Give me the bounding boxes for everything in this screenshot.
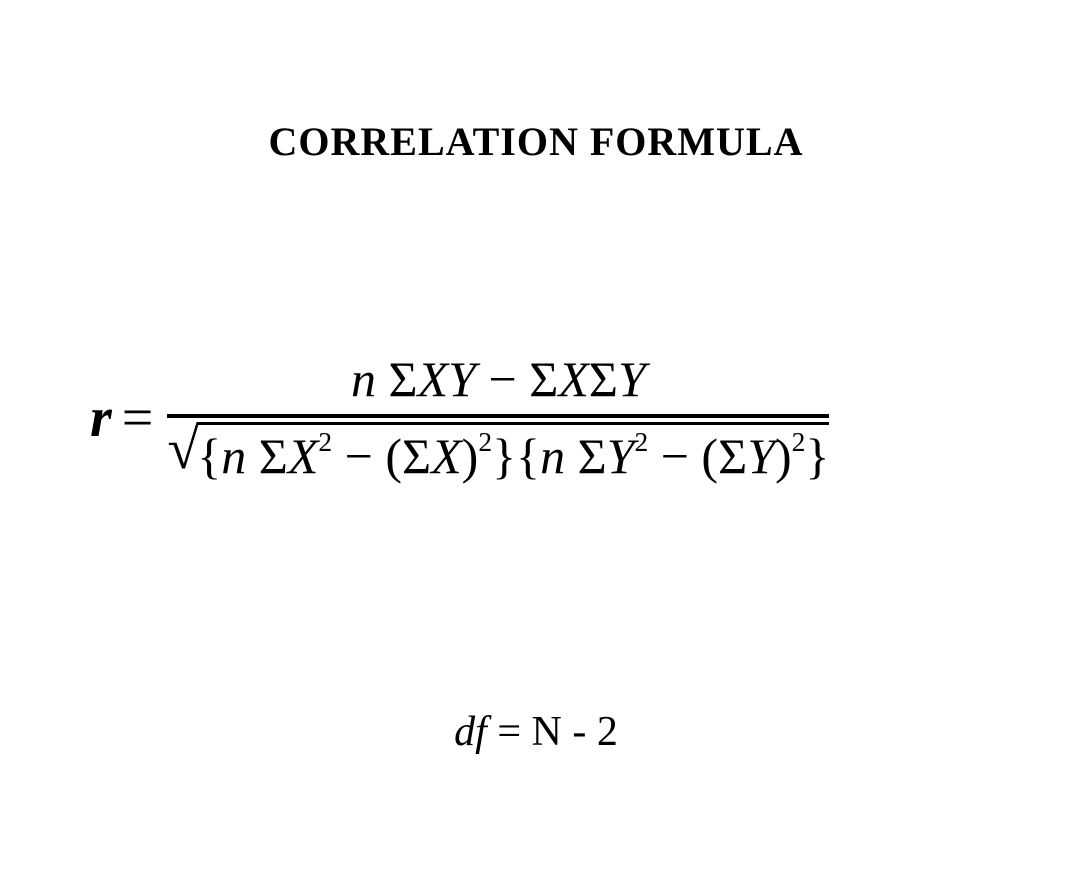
df-rhs: = N - 2: [487, 709, 618, 755]
formula-lhs: r: [90, 386, 112, 450]
sqrt-body-wrap: {n ΣX2 − (ΣX)2}{n ΣY2 − (ΣY)2}: [197, 422, 829, 485]
sqrt-symbol: √: [167, 420, 199, 478]
page-title: CORRELATION FORMULA: [0, 118, 1072, 165]
fraction: n ΣXY − ΣXΣY √ {n ΣX2 − (ΣX)2}{n ΣY2 − (…: [167, 350, 829, 485]
df-lhs: df: [454, 709, 487, 755]
numerator: n ΣXY − ΣXΣY: [341, 350, 656, 414]
sqrt-body: {n ΣX2 − (ΣX)2}{n ΣY2 − (ΣY)2}: [197, 425, 829, 485]
denominator: √ {n ΣX2 − (ΣX)2}{n ΣY2 − (ΣY)2}: [167, 418, 829, 485]
degrees-of-freedom: df = N - 2: [0, 708, 1072, 756]
correlation-formula: r = n ΣXY − ΣXΣY √ {n ΣX2 − (ΣX)2}{n ΣY2…: [90, 350, 829, 485]
page: CORRELATION FORMULA r = n ΣXY − ΣXΣY √ {…: [0, 0, 1072, 874]
equals-sign: =: [122, 386, 154, 450]
